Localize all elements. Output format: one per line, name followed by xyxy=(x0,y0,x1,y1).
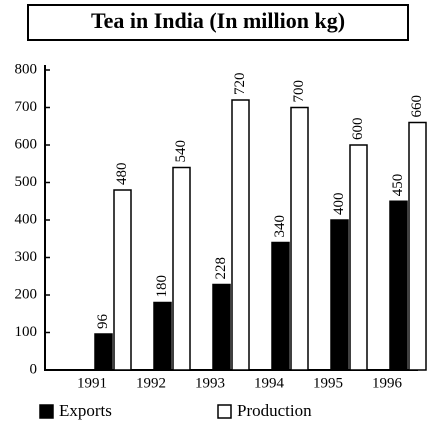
y-tick-label: 300 xyxy=(15,249,38,265)
bar xyxy=(349,144,368,371)
y-tick-label: 800 xyxy=(15,61,38,77)
x-tick-label: 1992 xyxy=(136,375,166,391)
y-tick-label: 100 xyxy=(15,324,38,340)
legend-swatch xyxy=(217,404,232,419)
bar xyxy=(94,333,113,371)
value-label: 540 xyxy=(173,140,189,163)
value-label: 450 xyxy=(390,174,406,197)
bar xyxy=(172,166,191,371)
y-tick-label: 500 xyxy=(15,174,38,190)
value-label: 720 xyxy=(232,73,248,96)
x-tick-label: 1995 xyxy=(313,375,343,391)
value-label: 700 xyxy=(291,80,307,103)
value-label: 660 xyxy=(409,95,425,118)
bar xyxy=(113,189,132,371)
value-label: 400 xyxy=(331,193,347,216)
y-tick-label: 400 xyxy=(15,211,38,227)
value-label: 600 xyxy=(350,118,366,141)
bar xyxy=(408,121,427,371)
value-label: 96 xyxy=(95,314,111,330)
bar xyxy=(231,99,250,371)
legend-label: Exports xyxy=(59,401,112,420)
x-tick-label: 1993 xyxy=(195,375,225,391)
bar xyxy=(271,241,290,371)
bar xyxy=(212,283,231,371)
y-tick-label: 600 xyxy=(15,136,38,152)
y-tick-label: 700 xyxy=(15,99,38,115)
y-tick-label: 200 xyxy=(15,286,38,302)
legend-label: Production xyxy=(237,401,312,420)
bar xyxy=(290,106,309,371)
x-tick-label: 1994 xyxy=(254,375,285,391)
title-box xyxy=(27,4,409,41)
value-label: 180 xyxy=(154,275,170,298)
bar xyxy=(153,301,172,371)
value-label: 228 xyxy=(213,257,229,280)
x-tick-label: 1996 xyxy=(372,375,403,391)
bar xyxy=(330,219,349,371)
x-tick-label: 1991 xyxy=(77,375,107,391)
bar xyxy=(389,200,408,371)
chart-title: Tea in India (In million kg) xyxy=(91,8,345,33)
value-label: 480 xyxy=(114,163,130,186)
legend-swatch xyxy=(39,404,54,419)
value-label: 340 xyxy=(272,215,288,238)
y-tick-label: 0 xyxy=(30,361,38,377)
